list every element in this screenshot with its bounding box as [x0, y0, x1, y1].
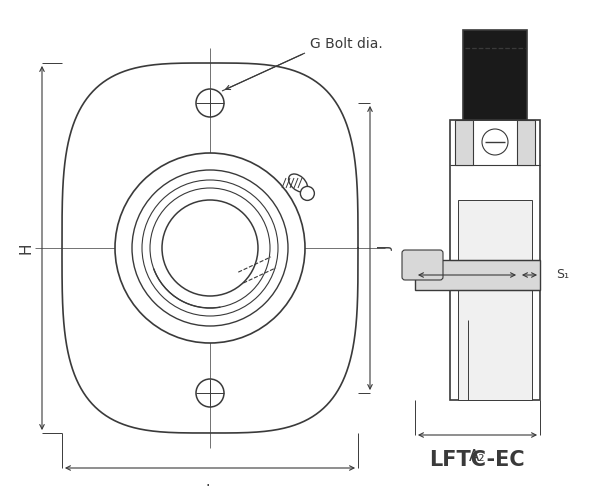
Text: G Bolt dia.: G Bolt dia.: [310, 37, 383, 51]
Bar: [455, 120, 473, 165]
Polygon shape: [62, 63, 358, 433]
Circle shape: [301, 187, 314, 200]
Text: LFTC-EC: LFTC-EC: [429, 450, 525, 470]
Circle shape: [482, 129, 508, 155]
Text: S₁: S₁: [556, 268, 569, 281]
Ellipse shape: [289, 174, 308, 192]
Bar: [458, 200, 532, 400]
Circle shape: [132, 170, 288, 326]
Text: H: H: [18, 242, 33, 254]
Circle shape: [115, 153, 305, 343]
FancyBboxPatch shape: [402, 250, 443, 280]
Text: A₂: A₂: [469, 449, 485, 464]
Circle shape: [162, 200, 258, 296]
Bar: [517, 120, 535, 165]
Circle shape: [196, 89, 224, 117]
Circle shape: [196, 379, 224, 407]
Text: B₂: B₂: [460, 289, 474, 302]
Bar: [410, 255, 440, 275]
Bar: [463, 30, 527, 120]
Bar: [415, 260, 540, 290]
Bar: [450, 120, 540, 400]
Text: J: J: [378, 246, 393, 250]
Text: L: L: [206, 484, 214, 486]
